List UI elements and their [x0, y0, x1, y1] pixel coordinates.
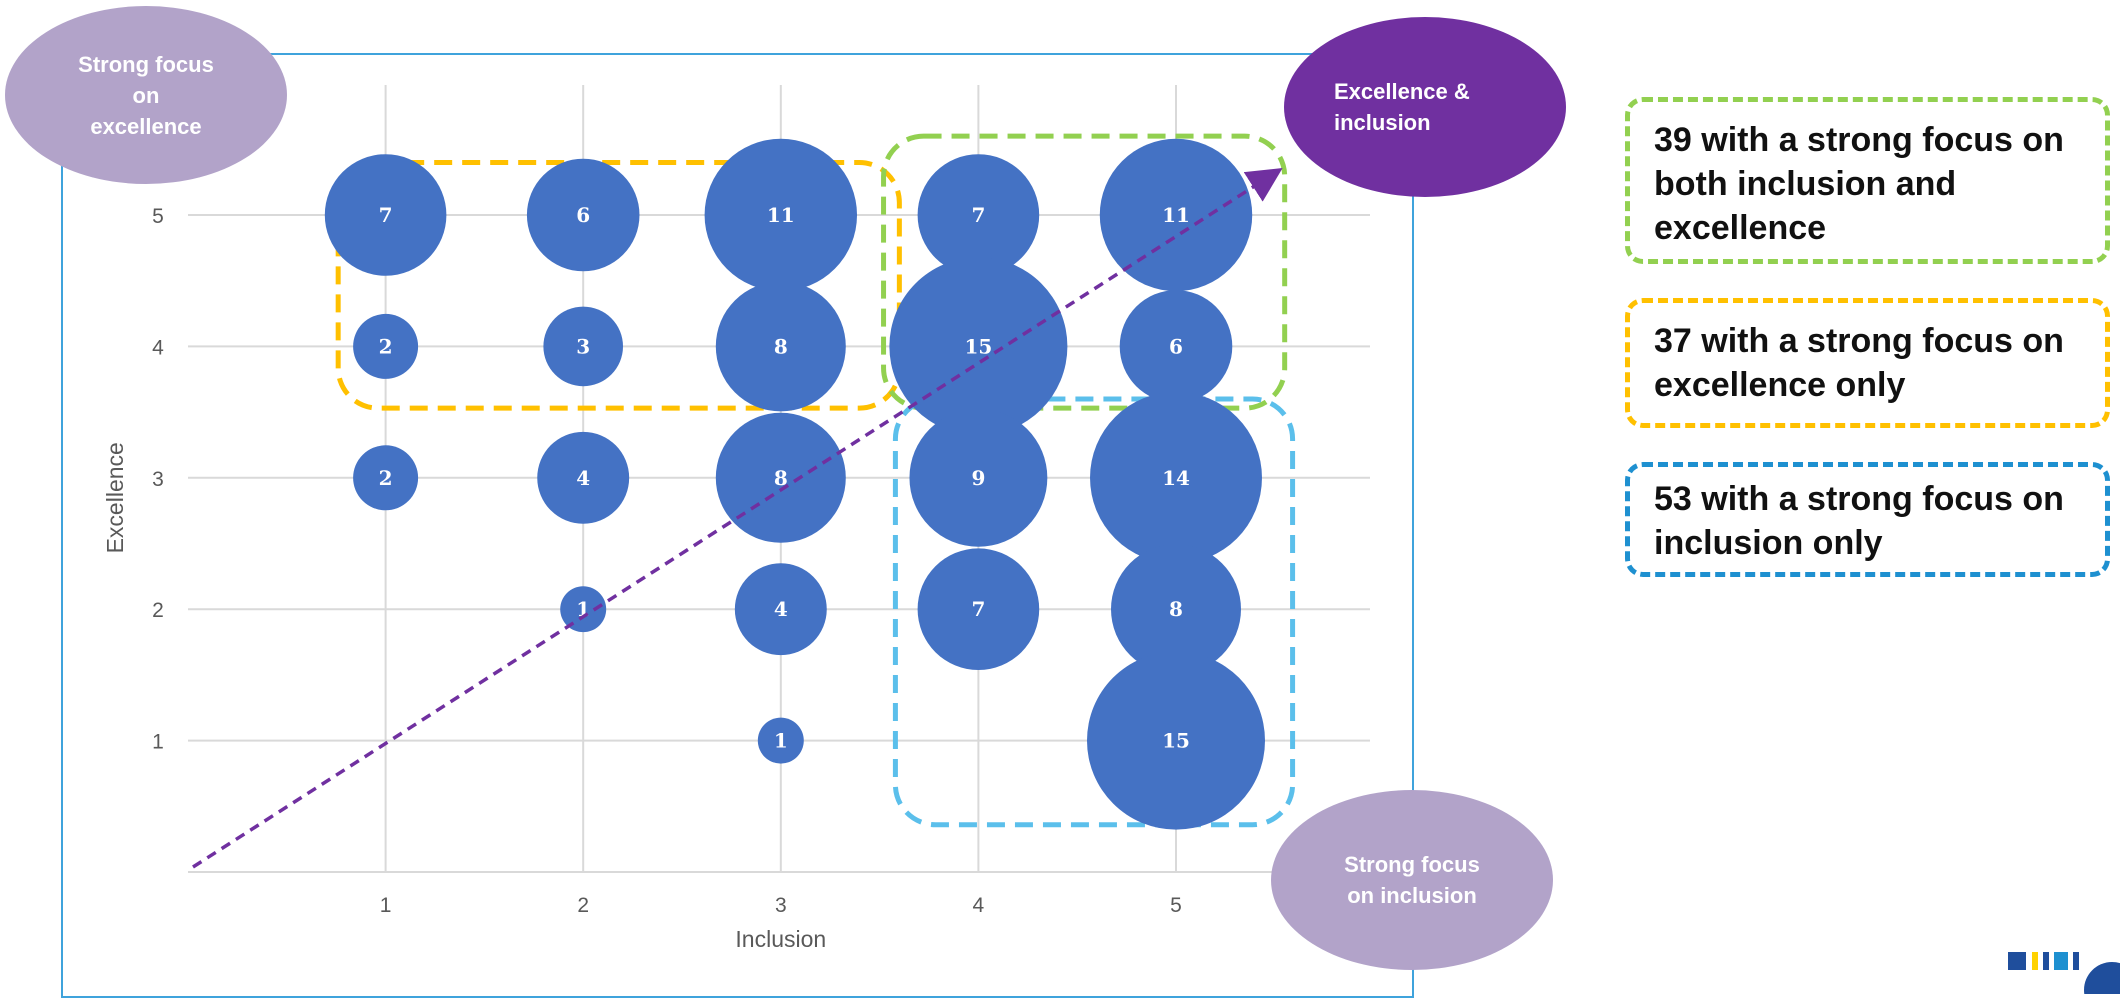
bubble-label: 1 — [774, 729, 788, 753]
x-tick-label: 2 — [577, 894, 589, 917]
legend-both-text: 39 with a strong focus on both inclusion… — [1654, 121, 2064, 247]
brand-logo — [2008, 952, 2120, 994]
bubble — [1087, 651, 1265, 830]
chart-frame: 7 6 11 7 11 2 3 8 15 6 2 4 8 9 14 1 4 7 8 1 15 1 2 3 4 5 1 2 3 4 5 Inc… — [61, 53, 1414, 998]
bubble-label: 7 — [379, 203, 393, 227]
y-tick-label: 2 — [152, 599, 164, 622]
bubble — [324, 154, 447, 276]
legend-both-focus: 39 with a strong focus on both inclusion… — [1625, 97, 2110, 264]
bubble-chart: 7 6 11 7 112 3 8 15 62 4 8 9 141 4 7 81 15 1 2 3 4 512345Inc… — [102, 85, 1370, 952]
bubble — [1111, 544, 1241, 675]
annotation-strong-focus-inclusion: Strong focus on inclusion — [1271, 790, 1553, 970]
bubble — [704, 138, 858, 292]
group-box — [881, 133, 1288, 411]
x-tick-label: 3 — [775, 894, 787, 917]
bubble-label: 2 — [379, 334, 393, 358]
y-axis-title: Excellence — [102, 442, 128, 553]
legend-inclusion-only: 53 with a strong focus on inclusion only — [1625, 462, 2110, 577]
bubble — [1099, 138, 1253, 292]
bubble-label: 8 — [774, 466, 788, 490]
bubble — [734, 563, 827, 656]
group-boxes — [335, 133, 1296, 828]
bubble — [715, 281, 846, 412]
bubble — [353, 445, 419, 511]
bubble-label: 8 — [774, 334, 788, 358]
bubble-label: 9 — [971, 466, 985, 490]
y-tick-label: 5 — [152, 205, 164, 228]
x-tick-label: 5 — [1170, 894, 1182, 917]
bubble — [560, 586, 607, 633]
legend-excellence-text: 37 with a strong focus on excellence onl… — [1654, 322, 2064, 404]
bubble — [757, 717, 804, 764]
annotation-excellence-and-inclusion: Excellence & inclusion — [1284, 17, 1566, 197]
bubble-label: 8 — [1169, 597, 1183, 621]
diagonal-line — [192, 168, 1283, 869]
bubble-label: 11 — [1162, 203, 1190, 227]
bubble-label: 14 — [1162, 466, 1190, 490]
x-tick-label: 4 — [973, 894, 985, 917]
bubble — [917, 154, 1040, 276]
bubble — [889, 257, 1068, 436]
bubble-label: 6 — [1169, 334, 1183, 358]
bubble — [526, 158, 640, 272]
bubble — [917, 548, 1040, 670]
x-tick-label: 1 — [380, 894, 392, 917]
bubble-label: 4 — [576, 466, 590, 490]
bubble — [353, 313, 419, 379]
legend-excellence-only: 37 with a strong focus on excellence onl… — [1625, 298, 2110, 428]
y-tick-label: 3 — [152, 468, 164, 491]
bubble-label: 6 — [576, 203, 590, 227]
bubble-label: 3 — [576, 334, 590, 358]
bubble-label: 7 — [971, 597, 985, 621]
bubble — [543, 306, 624, 387]
y-tick-label: 4 — [152, 336, 164, 359]
bubble — [909, 408, 1048, 547]
bubble-label: 2 — [379, 466, 393, 490]
bubble-label: 15 — [1162, 729, 1190, 753]
bubble-label: 7 — [971, 203, 985, 227]
bubble — [537, 431, 630, 524]
bubble — [715, 412, 846, 543]
diagonal-arrow — [192, 168, 1283, 869]
bubble — [1119, 290, 1233, 403]
bubble — [1090, 391, 1262, 564]
bubble-label: 15 — [964, 334, 992, 358]
bubbles: 7 6 11 7 112 3 8 15 62 4 8 9 141 4 7 81 15 — [324, 138, 1265, 830]
bubble-label: 4 — [774, 597, 788, 621]
bubble-label: 11 — [767, 203, 795, 227]
legend-inclusion-text: 53 with a strong focus on inclusion only — [1654, 480, 2064, 562]
y-tick-label: 1 — [152, 731, 164, 754]
annotation-strong-focus-excellence: Strong focus on excellence — [5, 6, 287, 184]
axis-labels: 1 2 3 4 5 1 2 3 4 5 Inclusion Excellence — [102, 205, 1182, 952]
x-axis-title: Inclusion — [735, 926, 826, 952]
group-box — [335, 159, 902, 411]
